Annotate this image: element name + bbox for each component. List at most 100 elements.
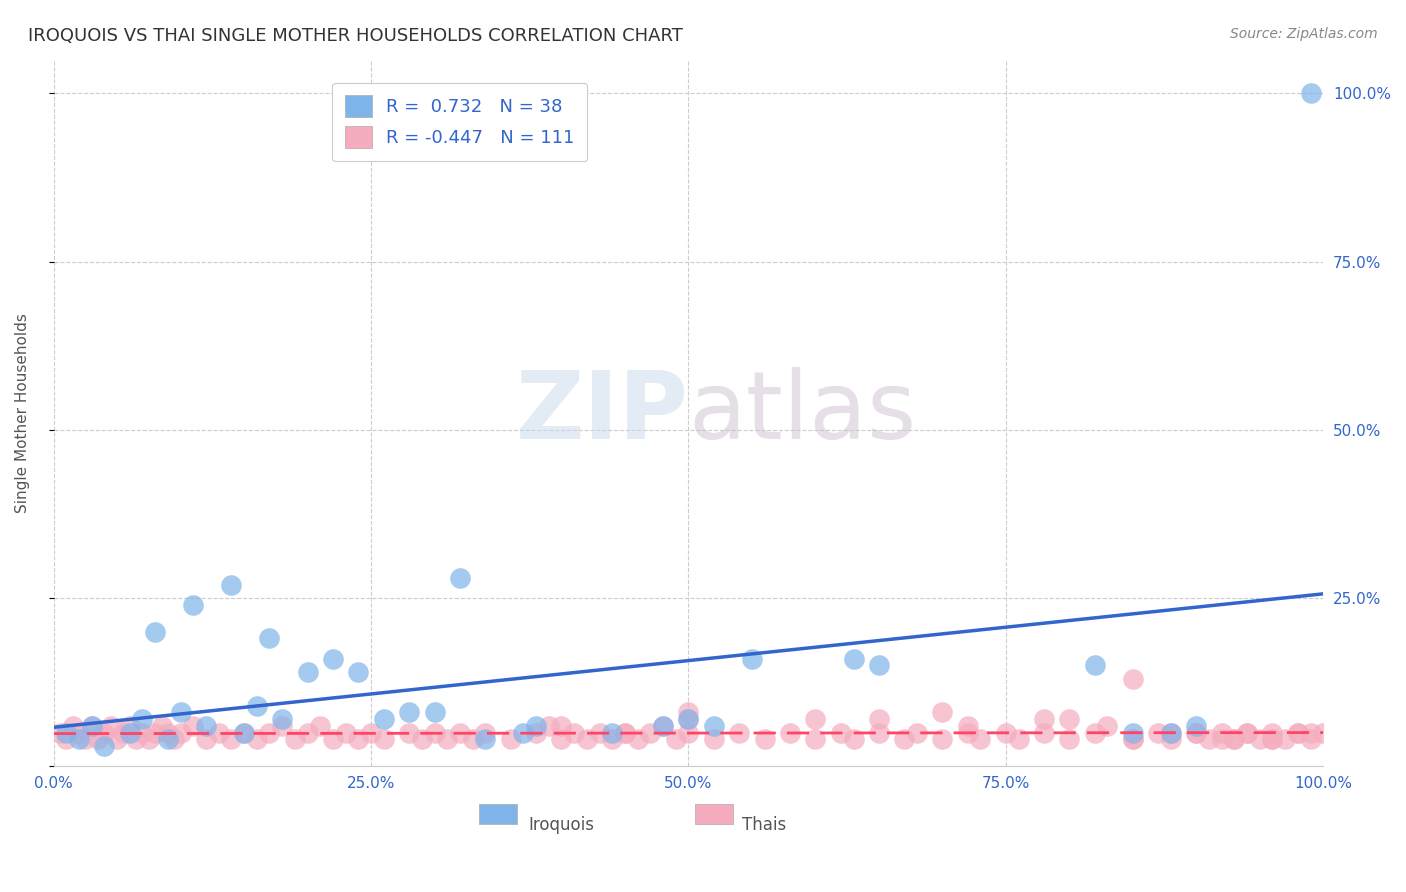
Point bbox=[969, 732, 991, 747]
Point bbox=[868, 712, 890, 726]
Point bbox=[163, 732, 186, 747]
Point bbox=[499, 732, 522, 747]
Point bbox=[562, 725, 585, 739]
FancyBboxPatch shape bbox=[695, 805, 733, 824]
Point bbox=[221, 577, 243, 591]
Point bbox=[678, 725, 700, 739]
Point bbox=[524, 719, 547, 733]
Point bbox=[150, 719, 173, 733]
Point bbox=[373, 712, 395, 726]
Point bbox=[259, 632, 281, 646]
Point bbox=[1236, 725, 1258, 739]
Point bbox=[1249, 732, 1271, 747]
Point bbox=[1160, 725, 1182, 739]
Point bbox=[360, 725, 382, 739]
Point bbox=[1261, 725, 1284, 739]
Point bbox=[169, 725, 191, 739]
Point bbox=[600, 732, 623, 747]
Point bbox=[779, 725, 801, 739]
Point bbox=[1211, 725, 1233, 739]
Point bbox=[322, 732, 344, 747]
Text: atlas: atlas bbox=[689, 367, 917, 459]
Point bbox=[600, 725, 623, 739]
Point bbox=[131, 712, 153, 726]
Point bbox=[423, 725, 446, 739]
Point bbox=[842, 651, 865, 665]
Point bbox=[1122, 732, 1144, 747]
Point bbox=[537, 719, 560, 733]
Point bbox=[575, 732, 598, 747]
Point bbox=[550, 719, 572, 733]
Point bbox=[436, 732, 458, 747]
Point bbox=[169, 706, 191, 720]
Point bbox=[156, 725, 179, 739]
Point bbox=[804, 712, 827, 726]
Point bbox=[347, 732, 370, 747]
Y-axis label: Single Mother Households: Single Mother Households bbox=[15, 313, 30, 513]
Point bbox=[449, 571, 471, 585]
Point bbox=[1286, 725, 1309, 739]
Point bbox=[1223, 732, 1246, 747]
Point bbox=[449, 725, 471, 739]
Point bbox=[284, 732, 307, 747]
Point bbox=[233, 725, 256, 739]
Point bbox=[259, 725, 281, 739]
Point bbox=[1032, 712, 1054, 726]
Point bbox=[1007, 732, 1029, 747]
Point bbox=[1122, 725, 1144, 739]
Point bbox=[398, 706, 420, 720]
Point bbox=[1185, 725, 1208, 739]
Point bbox=[411, 732, 433, 747]
Point bbox=[1084, 725, 1107, 739]
Point bbox=[804, 732, 827, 747]
Point bbox=[550, 732, 572, 747]
Point bbox=[931, 706, 953, 720]
Point bbox=[1059, 732, 1081, 747]
Point bbox=[652, 719, 675, 733]
Point bbox=[1185, 725, 1208, 739]
Point bbox=[1299, 725, 1322, 739]
Point bbox=[233, 725, 256, 739]
Text: Source: ZipAtlas.com: Source: ZipAtlas.com bbox=[1230, 27, 1378, 41]
Point bbox=[868, 658, 890, 673]
Point bbox=[678, 706, 700, 720]
Point bbox=[1185, 719, 1208, 733]
Point bbox=[335, 725, 357, 739]
Point bbox=[1122, 672, 1144, 686]
Point bbox=[665, 732, 688, 747]
Point bbox=[1122, 732, 1144, 747]
Text: Thais: Thais bbox=[742, 816, 787, 834]
Point bbox=[271, 719, 294, 733]
Point bbox=[67, 732, 90, 747]
Point bbox=[652, 719, 675, 733]
Point bbox=[347, 665, 370, 679]
Point bbox=[49, 725, 72, 739]
Point bbox=[125, 732, 148, 747]
Point bbox=[728, 725, 751, 739]
Point bbox=[842, 732, 865, 747]
Point bbox=[423, 706, 446, 720]
Point bbox=[246, 698, 269, 713]
Legend: R =  0.732   N = 38, R = -0.447   N = 111: R = 0.732 N = 38, R = -0.447 N = 111 bbox=[332, 83, 588, 161]
Point bbox=[678, 712, 700, 726]
Text: ZIP: ZIP bbox=[516, 367, 689, 459]
Point bbox=[75, 732, 97, 747]
Point bbox=[67, 725, 90, 739]
Point bbox=[1261, 732, 1284, 747]
Point bbox=[1032, 725, 1054, 739]
Point bbox=[143, 725, 166, 739]
Point bbox=[956, 725, 979, 739]
Point bbox=[118, 719, 141, 733]
Point bbox=[373, 732, 395, 747]
Point bbox=[1299, 87, 1322, 101]
Point bbox=[105, 732, 128, 747]
Point bbox=[297, 725, 319, 739]
Point bbox=[627, 732, 650, 747]
Point bbox=[143, 624, 166, 639]
Point bbox=[87, 732, 110, 747]
Point bbox=[118, 725, 141, 739]
Point bbox=[138, 732, 160, 747]
Point bbox=[461, 732, 484, 747]
Point bbox=[1274, 732, 1296, 747]
Point bbox=[55, 732, 77, 747]
